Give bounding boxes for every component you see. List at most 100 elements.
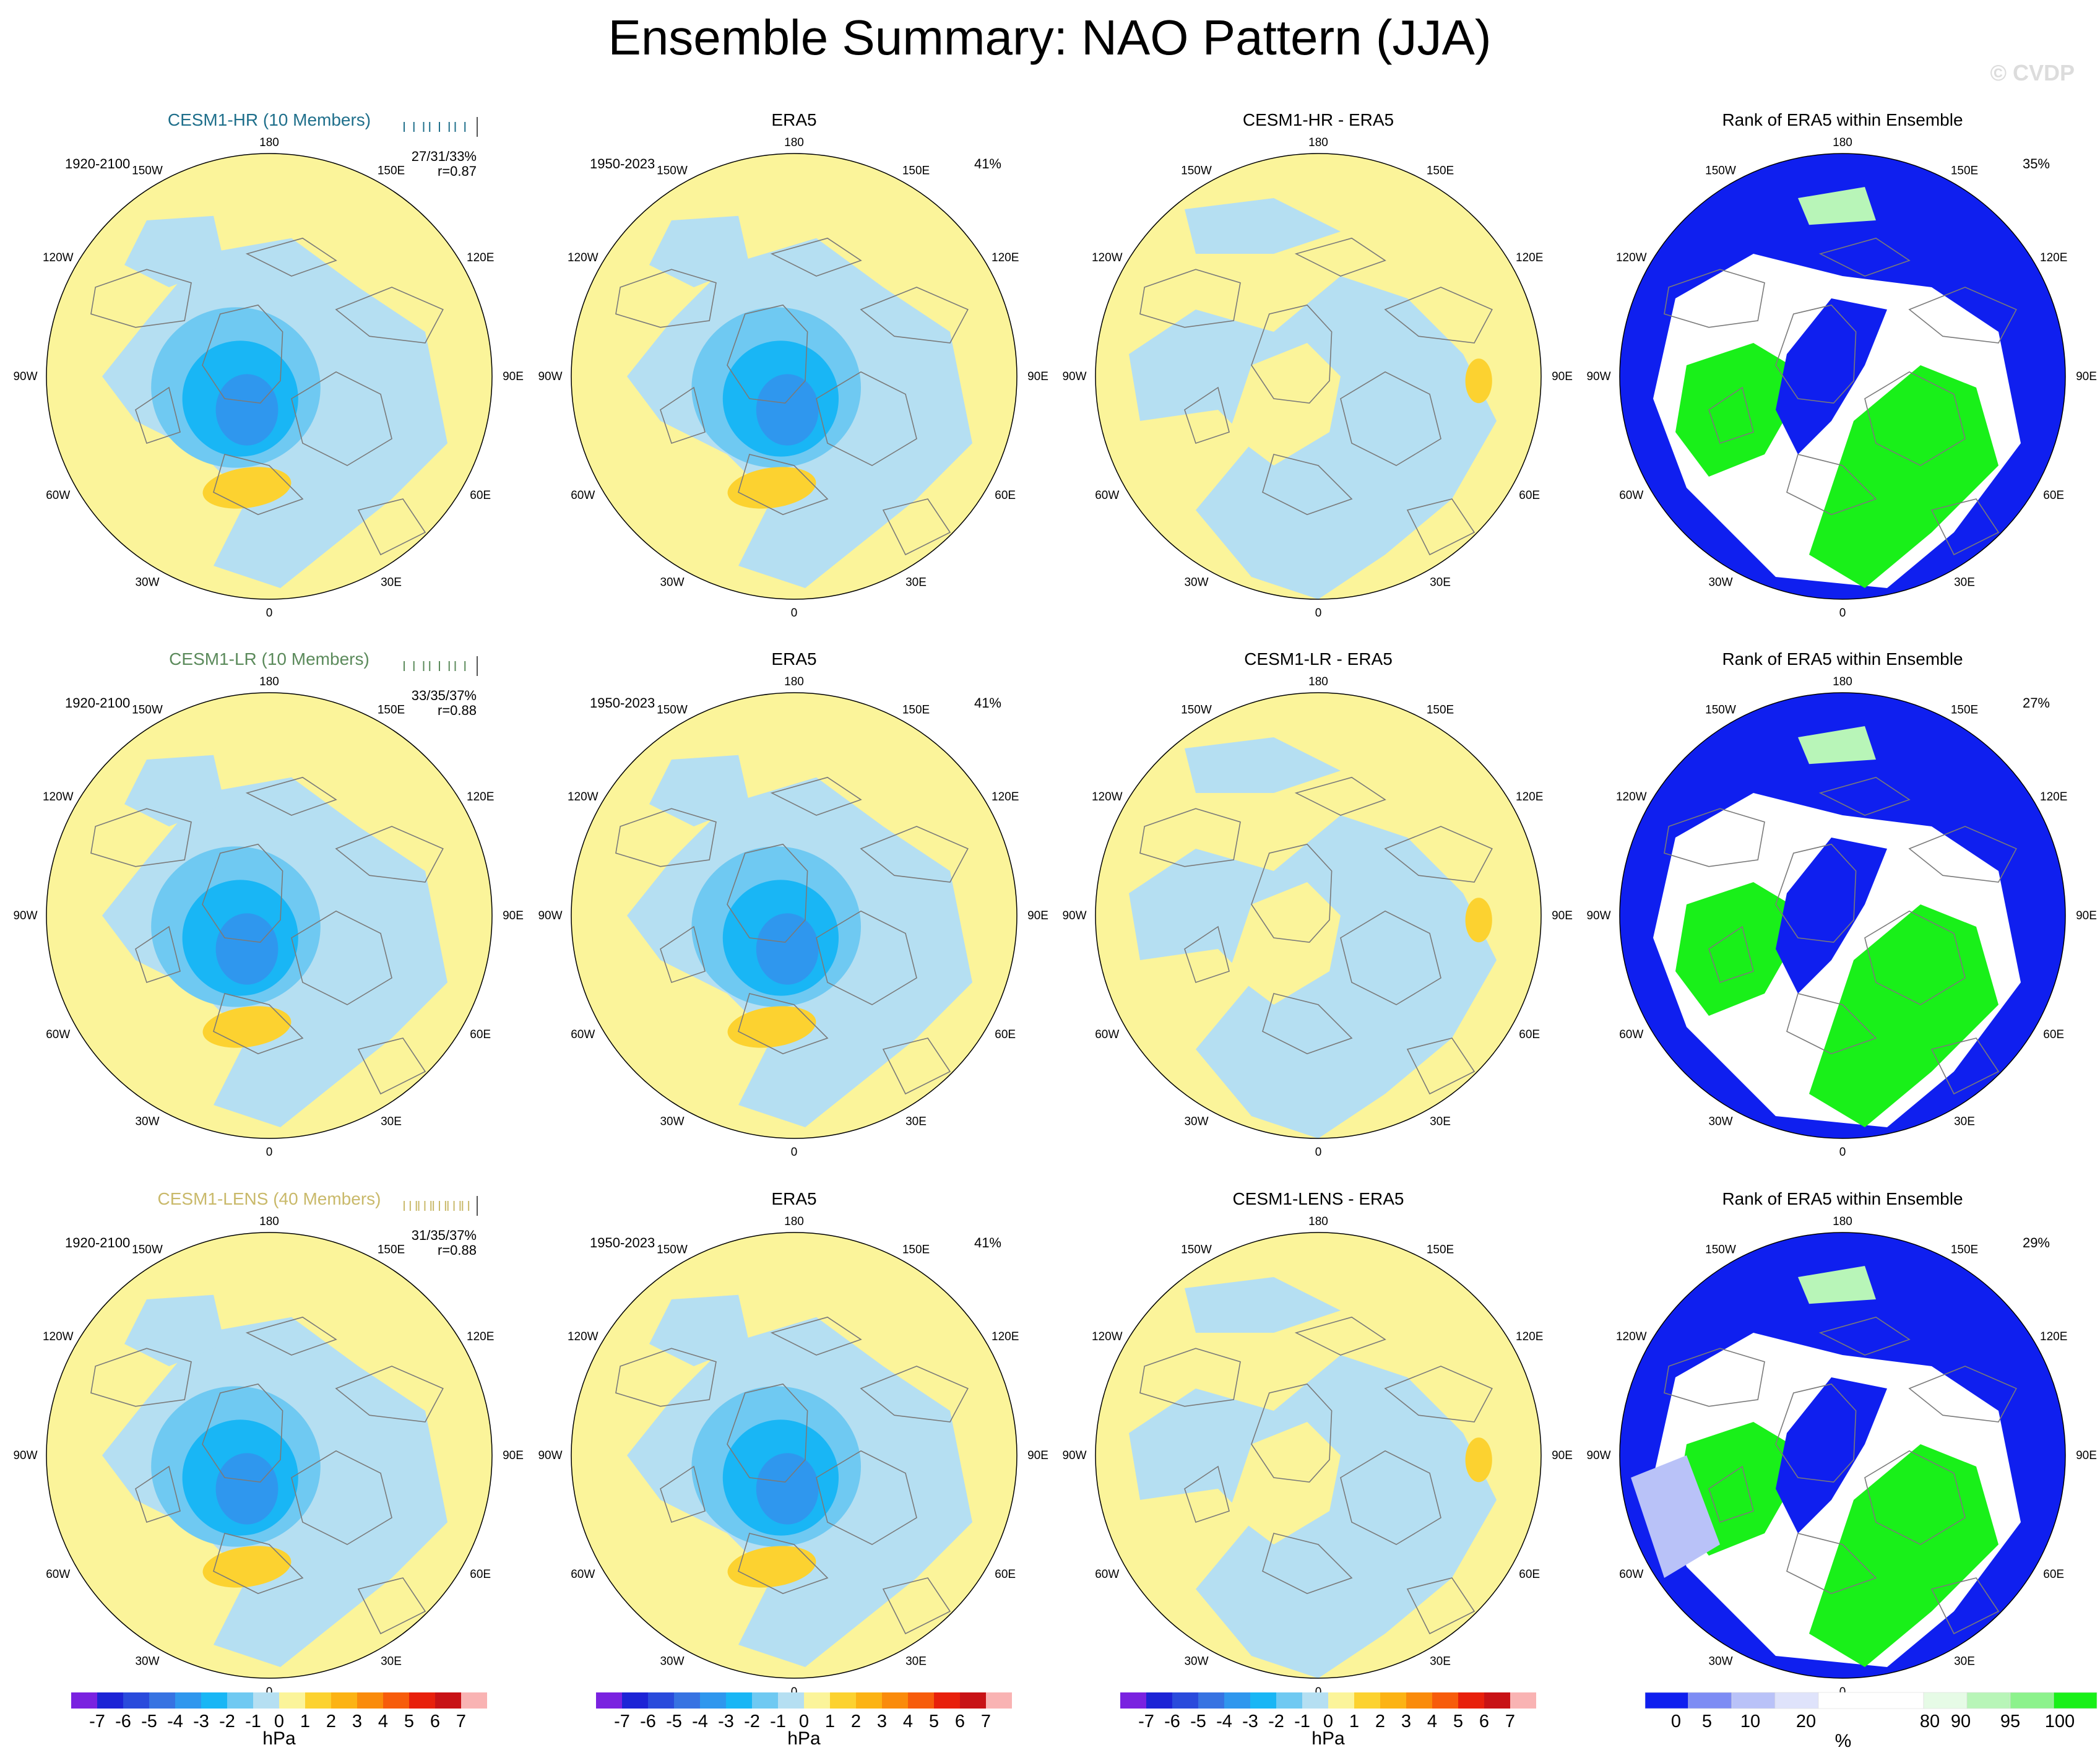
panel-difference: CESM1-HR - ERA5 180 0 150E 150W 120E 120W 90E 90…	[1062, 110, 1572, 620]
map-frame	[1619, 692, 2066, 1139]
model-pattern-correlation-percent: 31/35/37%	[412, 1228, 477, 1243]
coast-segment	[291, 910, 392, 1005]
colorbar-tick-label: -4	[167, 1712, 183, 1731]
lon-label-left: 30W	[1708, 1115, 1732, 1128]
panel-title-era5: ERA5	[771, 110, 816, 129]
nao-low-core	[215, 1453, 279, 1525]
lon-label-right: 30E	[1954, 1655, 1975, 1668]
ensemble-spread-indicator	[404, 117, 478, 137]
coast-segment	[357, 1037, 426, 1095]
colorbar-tick-label: -1	[245, 1712, 261, 1731]
coast-segment	[1908, 826, 2017, 883]
rank-fill	[1653, 187, 2021, 588]
lon-label-left: 120W	[43, 791, 74, 804]
coast-segment	[1664, 1348, 1765, 1407]
era5-variance-percent: 41%	[974, 1235, 1001, 1250]
coast-segment	[202, 1383, 283, 1483]
colorbar-swatch	[1966, 1692, 2011, 1709]
lon-label-right: 120E	[2040, 251, 2067, 264]
lon-label-left: 60W	[46, 1568, 70, 1581]
negative-anomaly-region	[124, 215, 225, 287]
lon-label-left: 150W	[1705, 164, 1736, 177]
positive-difference-spot	[1465, 358, 1492, 404]
lon-label-right: 150E	[902, 1243, 930, 1256]
lon-label-right: 30E	[1430, 1115, 1451, 1128]
negative-anomaly-region	[124, 1294, 225, 1366]
lon-label-left: 120W	[1092, 791, 1123, 804]
panel-title-difference: CESM1-LENS - ERA5	[1233, 1189, 1404, 1208]
lon-label-left: 90W	[1062, 909, 1086, 922]
coast-segment	[1708, 925, 1754, 984]
lon-label-right: 90E	[2076, 909, 2097, 922]
lon-label-bottom: 0	[1839, 1146, 1846, 1159]
coast-segment	[1864, 1450, 1966, 1545]
colorbar-tick-label: -2	[1268, 1712, 1284, 1731]
coast-segment	[1406, 498, 1476, 556]
lon-label-right: 30E	[381, 1115, 402, 1128]
colorbar-tick-label: 7	[981, 1712, 991, 1731]
coastline-outline	[1664, 237, 2017, 556]
lon-label-bottom: 0	[1315, 1146, 1322, 1159]
lon-label-right: 30E	[905, 576, 927, 589]
lon-label-bottom: 0	[266, 1686, 273, 1699]
colorbar-swatch	[201, 1692, 227, 1709]
lon-label-left: 150W	[132, 703, 163, 716]
coastline-outline	[90, 1316, 444, 1635]
nao-low-core	[756, 374, 819, 446]
coast-segment	[1864, 910, 1966, 1005]
lon-label-right: 60E	[470, 1568, 491, 1581]
coast-segment	[335, 1366, 444, 1423]
rank-partial-region	[1798, 1266, 1876, 1304]
lon-label-right: 90E	[503, 370, 524, 383]
lon-label-bottom: 0	[266, 607, 273, 620]
positive-difference-spot	[1465, 898, 1492, 943]
coast-segment	[1251, 304, 1333, 404]
map-frame	[1095, 692, 1542, 1139]
lon-label-bottom: 0	[791, 607, 798, 620]
colorbar-tick-label: 6	[1479, 1712, 1489, 1731]
colorbar-tick-label: 7	[1505, 1712, 1515, 1731]
coast-segment	[1930, 1037, 2000, 1095]
lon-label-left: 90W	[13, 909, 37, 922]
lon-label-right: 120E	[992, 1330, 1019, 1343]
lon-label-left: 30W	[135, 576, 159, 589]
colorbar-unit: %	[1835, 1731, 1852, 1751]
colorbar-swatch	[1380, 1692, 1406, 1709]
lon-label-left: 150W	[132, 164, 163, 177]
colorbar-swatch	[331, 1692, 357, 1709]
lon-label-left: 120W	[568, 251, 598, 264]
panel-rank: Rank of ERA5 within Ensemble 27% 180 0 150E 1…	[1586, 649, 2096, 1159]
lon-label-right: 60E	[470, 1028, 491, 1041]
nao-low-core	[756, 1453, 819, 1525]
panel-era5: ERA5 1950-2023 41% 180 0 150E 150W 120E 120W 90E 9…	[538, 110, 1048, 620]
rank-percent: 35%	[2023, 156, 2050, 171]
lon-label-right: 150E	[378, 703, 405, 716]
lon-label-left: 60W	[1095, 489, 1119, 502]
lon-label-left: 30W	[660, 1655, 684, 1668]
era5-period: 1950-2023	[590, 1235, 655, 1250]
coast-segment	[1406, 1037, 1476, 1095]
lon-label-left: 120W	[1092, 1330, 1123, 1343]
colorbar-swatch	[960, 1692, 986, 1709]
lon-label-left: 30W	[1708, 1655, 1732, 1668]
lon-label-top: 180	[1833, 136, 1852, 149]
lon-label-right: 90E	[1552, 1449, 1573, 1462]
negative-difference-region	[1185, 198, 1341, 254]
colorbar-swatch	[726, 1692, 752, 1709]
colorbar-swatch	[752, 1692, 778, 1709]
coast-segment	[660, 386, 706, 444]
lon-label-left: 60W	[571, 1028, 595, 1041]
model-period: 1920-2100	[65, 1235, 130, 1250]
lon-label-left: 60W	[571, 1568, 595, 1581]
ensemble-spread-indicator	[404, 1196, 478, 1216]
colorbar-tick-label: 5	[1702, 1712, 1712, 1731]
coast-segment	[1262, 454, 1353, 516]
coastline-outline	[90, 237, 444, 556]
colorbar-tick-label: -4	[1216, 1712, 1232, 1731]
coast-segment	[90, 269, 192, 328]
colorbar-tick-label: 3	[877, 1712, 887, 1731]
lon-label-right: 60E	[995, 1568, 1016, 1581]
era5-period: 1950-2023	[590, 695, 655, 711]
lon-label-right: 120E	[1516, 791, 1543, 804]
era5-period: 1950-2023	[590, 156, 655, 171]
